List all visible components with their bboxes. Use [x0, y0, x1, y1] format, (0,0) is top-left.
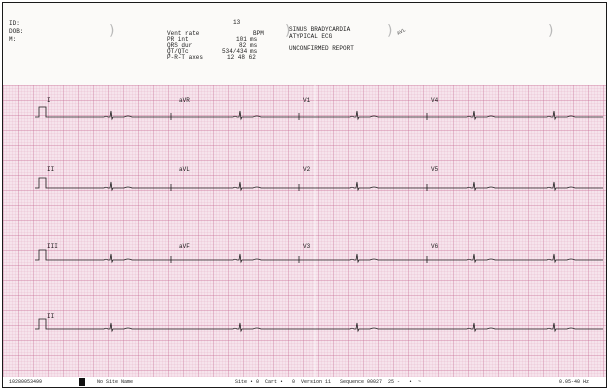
device-id: 10280053499 [9, 379, 43, 385]
lead-label: aVL [179, 166, 190, 173]
punch-hole-icon: ) [387, 23, 393, 39]
patient-sex-label: M: [9, 36, 17, 43]
measurement-value: 534/434 [222, 48, 248, 55]
patient-id-label: ID: [9, 20, 20, 27]
measurement-unit: ms [250, 48, 258, 55]
punch-hole-icon: ) [548, 23, 554, 39]
lead-label: V2 [303, 166, 311, 173]
site-info: Site • 0 Cart • 0 Version 11 Sequence 00… [235, 379, 422, 385]
measurement-label: QT/QTc [167, 48, 189, 55]
measurement-value: 82 [239, 42, 247, 49]
measurement-value: 101 [236, 36, 247, 43]
lead-label: III [47, 243, 58, 250]
patient-dob-label: DOB: [9, 28, 24, 35]
printout-footer: 10280053499 No Site Name Site • 0 Cart •… [3, 377, 606, 387]
ecg-trace [35, 318, 603, 333]
lead-label: V4 [431, 97, 439, 104]
ecg-trace [35, 249, 603, 264]
measurement-value: 12 48 62 [227, 54, 256, 61]
punch-hole-icon: ) [109, 23, 115, 39]
lead-label: V5 [431, 166, 439, 173]
measurement-unit: ms [250, 42, 258, 49]
lead-label: II [47, 166, 55, 173]
lead-label: aVR [179, 97, 190, 104]
site-name: No Site Name [97, 379, 134, 385]
measurement-unit: ms [250, 36, 258, 43]
lead-label: V1 [303, 97, 311, 104]
measurement-value: 13 [233, 19, 241, 26]
punch-hole-icon: ) [285, 23, 291, 39]
handwritten-stamp: AVL [396, 27, 407, 37]
lead-label: I [47, 97, 51, 104]
interpretation-line: ATYPICAL ECG [289, 33, 333, 40]
measurement-label: Vent rate [167, 30, 200, 37]
filter-setting: 0.05-40 Hz [559, 379, 590, 385]
measurement-label: QRS dur [167, 42, 193, 49]
lead-label: II [47, 313, 55, 320]
interpretation-line: SINUS BRADYCARDIA [289, 26, 351, 33]
ecg-grid [3, 85, 606, 377]
measurement-label: PR int [167, 36, 189, 43]
lead-label: aVF [179, 243, 190, 250]
interpretation-line: UNCONFIRMED REPORT [289, 45, 354, 52]
black-marker [79, 378, 85, 386]
ecg-trace [35, 106, 603, 121]
measurement-unit: BPM [253, 30, 264, 37]
ecg-trace [35, 177, 603, 192]
lead-label: V3 [303, 243, 311, 250]
lead-label: V6 [431, 243, 439, 250]
measurement-label: P-R-T axes [167, 54, 204, 61]
